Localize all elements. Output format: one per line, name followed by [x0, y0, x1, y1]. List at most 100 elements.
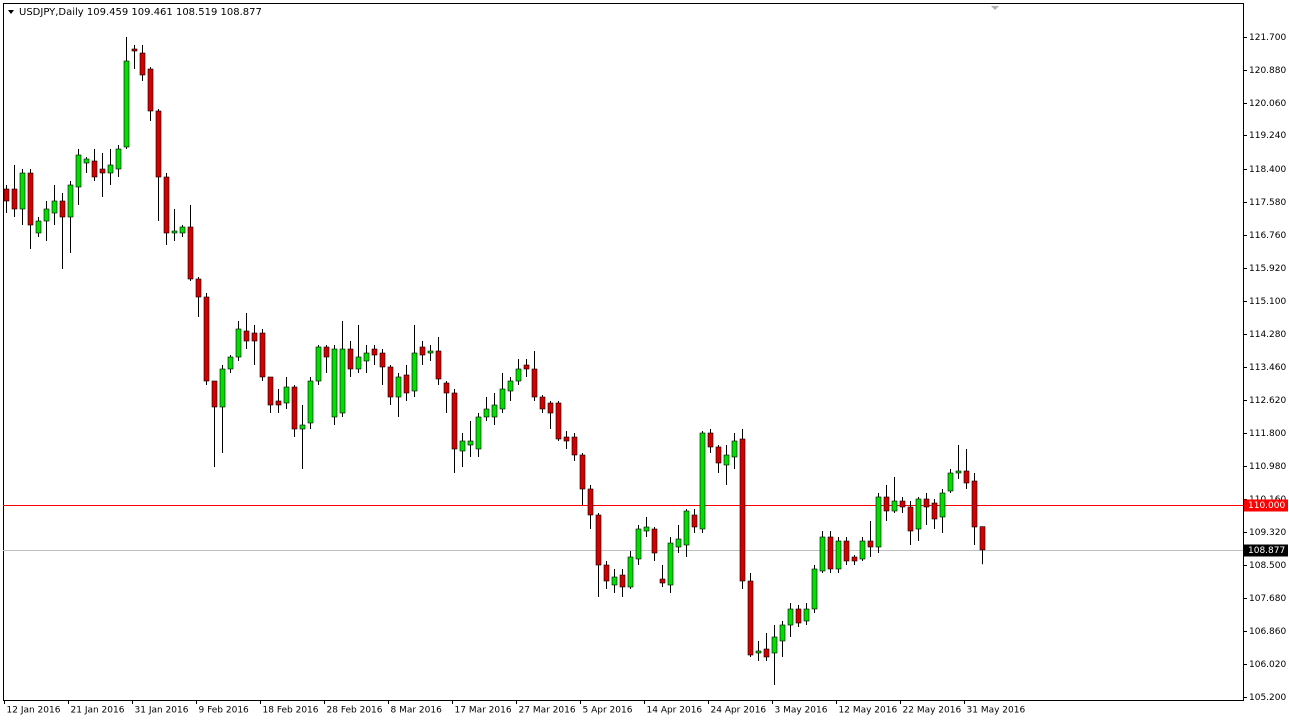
candle-body — [843, 540, 850, 562]
candle-body — [531, 368, 538, 398]
candle-body — [563, 436, 570, 442]
x-tick-label: 18 Feb 2016 — [263, 706, 319, 716]
y-tick-label: 120.880 — [1249, 66, 1286, 76]
candle-body — [643, 526, 650, 532]
y-tick-label: 121.700 — [1249, 33, 1286, 43]
x-tick-label: 28 Feb 2016 — [327, 706, 383, 716]
candle-body — [835, 540, 842, 570]
candle-body — [171, 230, 178, 234]
candle-body — [35, 220, 42, 234]
y-tick-label: 118.400 — [1249, 165, 1286, 175]
candle-body — [731, 440, 738, 458]
candle-body — [323, 346, 330, 358]
level-label-box — [1244, 499, 1288, 512]
candle-body — [795, 608, 802, 624]
candle-body — [683, 510, 690, 546]
candle-body — [547, 402, 554, 414]
candle-body — [227, 356, 234, 370]
candle-body — [411, 352, 418, 392]
candle-body — [915, 498, 922, 530]
chart-title: USDJPY,Daily 109.459 109.461 108.519 108… — [19, 7, 262, 18]
candle-body — [67, 184, 74, 218]
candle-body — [819, 536, 826, 572]
candle-body — [443, 382, 450, 394]
x-tick-label: 12 Jan 2016 — [7, 706, 61, 716]
candle-body — [651, 528, 658, 554]
candle-body — [179, 226, 186, 234]
menu-arrow[interactable] — [8, 10, 14, 14]
candle-body — [747, 580, 754, 656]
candle-body — [667, 542, 674, 586]
candle-body — [931, 502, 938, 520]
candle-body — [723, 454, 730, 466]
candle-body — [155, 110, 162, 178]
candle-body — [627, 556, 634, 588]
candle-body — [131, 48, 138, 52]
y-tick-label: 120.060 — [1249, 99, 1286, 109]
candle-body — [59, 200, 66, 218]
candle-body — [963, 470, 970, 484]
candle-body — [11, 188, 18, 210]
y-tick-label: 114.280 — [1249, 330, 1286, 340]
candle-body — [859, 540, 866, 560]
candle-body — [587, 488, 594, 516]
x-tick-label: 21 Jan 2016 — [71, 706, 125, 716]
candle-body — [947, 472, 954, 492]
candle-body — [139, 52, 146, 76]
candle-body — [635, 528, 642, 560]
x-tick-label: 3 May 2016 — [775, 706, 828, 716]
candle-body — [939, 492, 946, 518]
candle-body — [523, 364, 530, 370]
candle-body — [3, 188, 10, 202]
y-tick-label: 111.800 — [1249, 429, 1286, 439]
candle-body — [715, 446, 722, 464]
candle-body — [459, 440, 466, 452]
candle-body — [203, 296, 210, 382]
candle-body — [83, 158, 90, 164]
candle-body — [195, 278, 202, 298]
x-tick-label: 17 Mar 2016 — [455, 706, 512, 716]
x-tick-label: 31 Jan 2016 — [135, 706, 189, 716]
y-tick-label: 119.240 — [1249, 131, 1286, 141]
candle-body — [235, 328, 242, 358]
x-tick-label: 12 May 2016 — [839, 706, 898, 716]
candle-body — [875, 496, 882, 548]
candle-body — [251, 332, 258, 342]
candle-body — [779, 624, 786, 642]
candle-body — [43, 208, 50, 222]
y-tick-label: 115.920 — [1249, 264, 1286, 274]
candle-body — [163, 176, 170, 234]
candle-body — [699, 432, 706, 530]
candle-body — [883, 496, 890, 512]
candle-body — [619, 574, 626, 588]
candle-body — [299, 424, 306, 430]
candle-body — [259, 332, 266, 378]
candle-body — [763, 648, 770, 658]
candle-body — [283, 386, 290, 404]
candle-body — [267, 376, 274, 406]
candle-body — [107, 164, 114, 174]
candle-body — [395, 376, 402, 398]
candle-body — [979, 526, 986, 551]
y-tick-label: 105.200 — [1249, 693, 1286, 703]
candle-body — [147, 68, 154, 112]
candle-body — [91, 160, 98, 178]
y-tick-label: 110.980 — [1249, 462, 1286, 472]
candle-body — [907, 506, 914, 532]
candle-body — [595, 514, 602, 566]
candle-body — [827, 536, 834, 570]
candle-body — [867, 540, 874, 548]
candle-body — [539, 396, 546, 410]
candle-body — [515, 368, 522, 382]
candle-body — [579, 454, 586, 490]
candle-body — [787, 608, 794, 626]
candle-body — [115, 148, 122, 170]
y-tick-label: 112.620 — [1249, 396, 1286, 406]
candle-body — [291, 386, 298, 430]
candle-body — [483, 408, 490, 418]
y-tick-label: 116.760 — [1249, 231, 1286, 241]
y-tick-label: 113.460 — [1249, 363, 1286, 373]
candle-body — [99, 168, 106, 174]
candle-body — [387, 366, 394, 398]
